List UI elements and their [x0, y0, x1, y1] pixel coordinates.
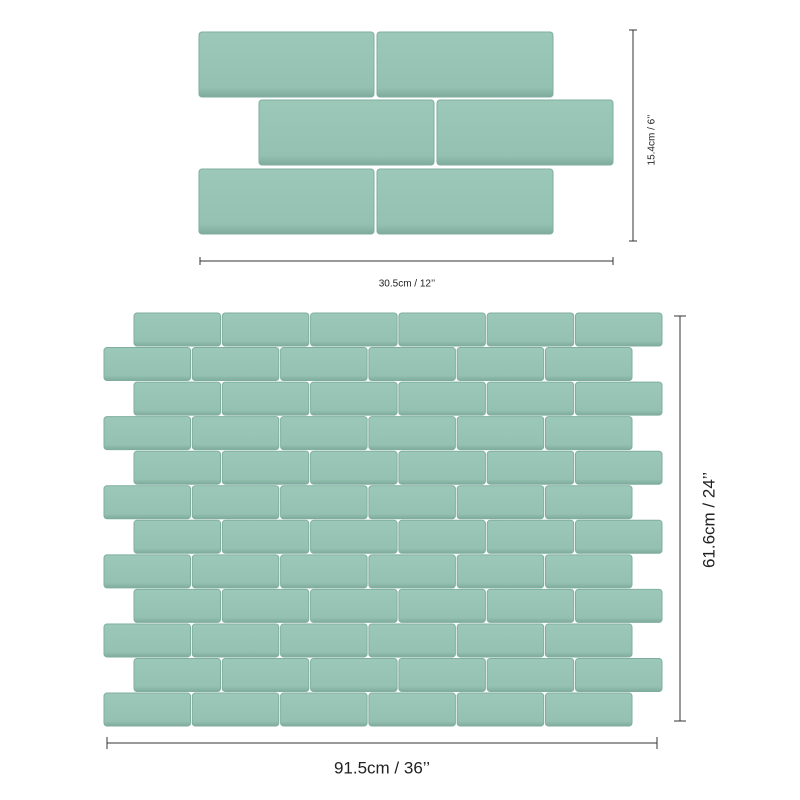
tile: [191, 623, 280, 658]
tile: [103, 416, 191, 451]
tile: [103, 554, 191, 589]
tile: [545, 623, 633, 658]
tile: [456, 692, 545, 727]
small-width-dimension: [199, 257, 614, 265]
tile: [456, 623, 545, 658]
tile: [280, 347, 368, 382]
tile: [575, 312, 663, 347]
tile: [198, 168, 375, 235]
tile: [486, 312, 575, 347]
tile: [486, 381, 575, 416]
tile: [368, 554, 456, 589]
tile: [133, 519, 221, 554]
tile: [280, 554, 368, 589]
tile: [133, 450, 221, 485]
tile: [545, 692, 633, 727]
tile: [221, 450, 310, 485]
tile: [575, 381, 663, 416]
tile: [191, 485, 280, 520]
tile: [280, 623, 368, 658]
small-height-dimension: [629, 29, 637, 242]
tile: [456, 416, 545, 451]
tile: [310, 588, 398, 623]
tile: [398, 519, 486, 554]
tile: [258, 99, 435, 166]
tile: [280, 485, 368, 520]
tile: [368, 623, 456, 658]
tile: [575, 588, 663, 623]
tile: [310, 450, 398, 485]
tile: [221, 381, 310, 416]
tile: [398, 450, 486, 485]
small-height-label: 15.4cm / 6’’: [647, 115, 658, 166]
tile: [398, 381, 486, 416]
tile: [575, 519, 663, 554]
tile: [221, 519, 310, 554]
tile: [545, 554, 633, 589]
tile: [436, 99, 614, 166]
tile: [376, 168, 554, 235]
tile: [103, 692, 191, 727]
tile: [545, 416, 633, 451]
large-height-label: 61.6cm / 24’’: [699, 472, 718, 568]
tile: [310, 312, 398, 347]
tile: [133, 312, 221, 347]
tile: [310, 658, 398, 692]
tile: [280, 692, 368, 727]
tile: [545, 485, 633, 520]
tile: [456, 554, 545, 589]
large-panel: [103, 312, 663, 727]
large-width-label: 91.5cm / 36’’: [334, 758, 430, 777]
tile: [103, 347, 191, 382]
tile: [221, 312, 310, 347]
small-panel: [198, 31, 614, 235]
small-width-label: 30.5cm / 12’’: [379, 279, 436, 290]
tile: [398, 588, 486, 623]
tile: [376, 31, 554, 98]
tile: [486, 450, 575, 485]
tile: [456, 347, 545, 382]
tile: [368, 416, 456, 451]
tile: [221, 588, 310, 623]
large-width-dimension: [106, 737, 658, 749]
tile: [368, 347, 456, 382]
tile: [545, 347, 633, 382]
tile: [575, 658, 663, 692]
tile: [456, 485, 545, 520]
tile: [133, 658, 221, 692]
tile: [486, 519, 575, 554]
tile: [368, 485, 456, 520]
tile: [486, 658, 575, 692]
tile: [310, 381, 398, 416]
tile: [486, 588, 575, 623]
tile: [398, 658, 486, 692]
tile: [133, 588, 221, 623]
tile: [191, 347, 280, 382]
tile: [103, 485, 191, 520]
tile: [103, 623, 191, 658]
tile: [398, 312, 486, 347]
tile: [368, 692, 456, 727]
tile: [221, 658, 310, 692]
tile: [280, 416, 368, 451]
tile: [191, 692, 280, 727]
tile: [198, 31, 375, 98]
tile: [191, 416, 280, 451]
tile: [133, 381, 221, 416]
large-height-dimension: [674, 315, 686, 722]
tile: [575, 450, 663, 485]
tile: [310, 519, 398, 554]
tile: [191, 554, 280, 589]
